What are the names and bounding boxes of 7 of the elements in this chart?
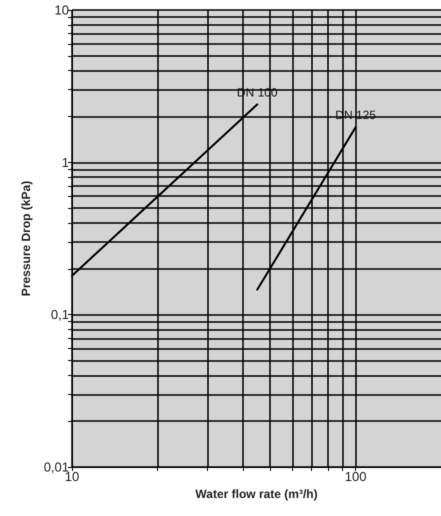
- y-tick-label: 1: [62, 154, 69, 170]
- y-axis-title: Pressure Drop (kPa): [19, 180, 33, 296]
- y-tick-label: 0,01: [44, 460, 69, 474]
- y-tick-label: 0,1: [50, 307, 69, 322]
- y-tick-label: 10: [54, 2, 69, 18]
- x-axis-title: Water flow rate (m³/h): [195, 486, 318, 501]
- x-tick-label: 100: [344, 469, 366, 484]
